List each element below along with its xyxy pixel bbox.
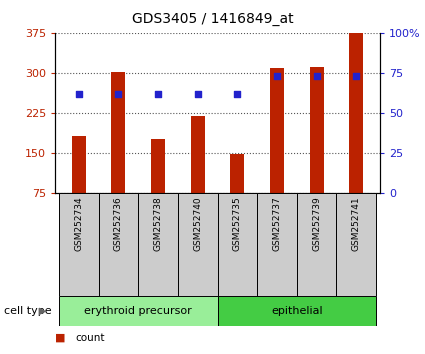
Bar (178, 193, 218, 296)
Bar (99, 193, 138, 296)
Bar (270, 68, 284, 193)
Text: GSM252737: GSM252737 (272, 196, 281, 251)
Bar (59, 193, 99, 296)
Bar (257, 193, 297, 296)
Bar (218, 193, 257, 296)
Text: epithelial: epithelial (271, 306, 323, 316)
Bar (59, 296, 218, 326)
Bar (138, 193, 178, 296)
Point (194, 91, 201, 96)
Text: GSM252735: GSM252735 (233, 196, 242, 251)
Point (115, 91, 122, 96)
Text: GSM252741: GSM252741 (352, 196, 361, 251)
Bar (349, 33, 363, 193)
Point (353, 73, 360, 79)
Bar (337, 193, 376, 296)
Bar (111, 72, 125, 193)
Text: cell type: cell type (4, 306, 52, 316)
Text: GSM252740: GSM252740 (193, 196, 202, 251)
Text: ▶: ▶ (39, 306, 46, 316)
Point (234, 91, 241, 96)
Bar (297, 193, 337, 296)
Bar (72, 136, 86, 193)
Point (75, 91, 82, 96)
Text: GSM252736: GSM252736 (114, 196, 123, 251)
Bar (191, 116, 204, 193)
Text: GDS3405 / 1416849_at: GDS3405 / 1416849_at (132, 12, 293, 27)
Point (313, 73, 320, 79)
Point (155, 91, 162, 96)
Bar (218, 296, 376, 326)
Text: GSM252738: GSM252738 (153, 196, 162, 251)
Text: GSM252739: GSM252739 (312, 196, 321, 251)
Point (274, 73, 280, 79)
Bar (230, 154, 244, 193)
Text: ■: ■ (55, 333, 69, 343)
Bar (151, 139, 165, 193)
Bar (310, 67, 323, 193)
Text: GSM252734: GSM252734 (74, 196, 83, 251)
Text: count: count (75, 333, 105, 343)
Text: erythroid precursor: erythroid precursor (84, 306, 192, 316)
